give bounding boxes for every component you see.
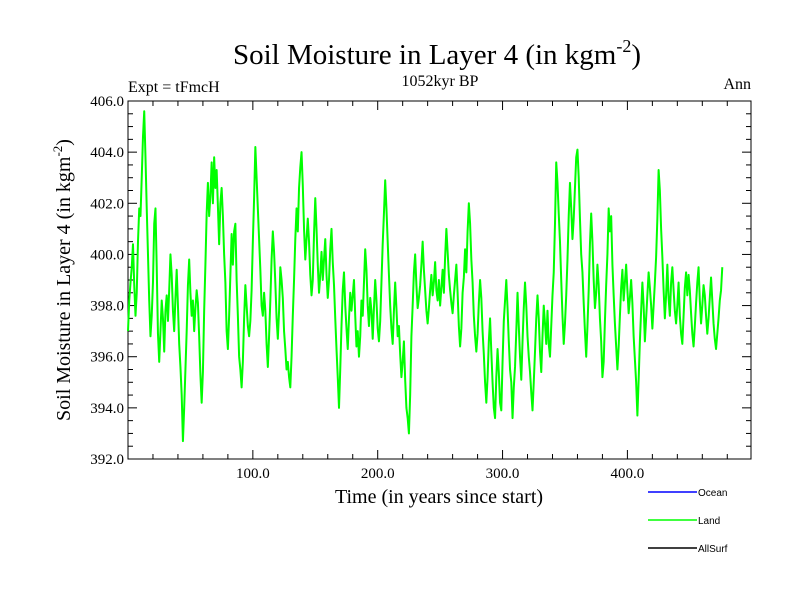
y-tick-label: 398.0 xyxy=(90,299,124,315)
x-tick-label: 300.0 xyxy=(486,466,520,482)
y-tick-label: 404.0 xyxy=(90,145,124,161)
x-tick-label: 400.0 xyxy=(611,466,645,482)
x-tick-label: 200.0 xyxy=(361,466,395,482)
y-axis-ticks: 392.0 394.0 396.0 398.0 400.0 402.0 404.0 406.0 xyxy=(90,94,751,468)
y-axis-label: Soil Moisture in Layer 4 (in kgm-2) xyxy=(50,139,75,421)
x-axis-ticks: 100.0 200.0 300.0 400.0 xyxy=(152,101,728,482)
y-tick-label: 392.0 xyxy=(90,452,124,468)
y-tick-label: 394.0 xyxy=(90,401,124,417)
x-axis-label: Time (in years since start) xyxy=(335,486,543,508)
y-tick-label: 402.0 xyxy=(90,196,124,212)
chart-title: Soil Moisture in Layer 4 (in kgm-2) xyxy=(233,36,641,71)
legend: Ocean Land AllSurf xyxy=(648,488,728,555)
y-tick-label: 406.0 xyxy=(90,94,124,110)
season-label: Ann xyxy=(723,76,751,93)
x-tick-label: 100.0 xyxy=(236,466,270,482)
legend-label-ocean: Ocean xyxy=(698,488,727,499)
experiment-label: Expt = tFmcH xyxy=(128,79,220,96)
legend-label-allsurf: AllSurf xyxy=(698,544,728,555)
series-line-land xyxy=(127,110,724,443)
y-tick-label: 396.0 xyxy=(90,350,124,366)
legend-label-land: Land xyxy=(698,516,720,527)
chart-subtitle: 1052kyr BP xyxy=(402,73,479,90)
y-tick-label: 400.0 xyxy=(90,247,124,263)
